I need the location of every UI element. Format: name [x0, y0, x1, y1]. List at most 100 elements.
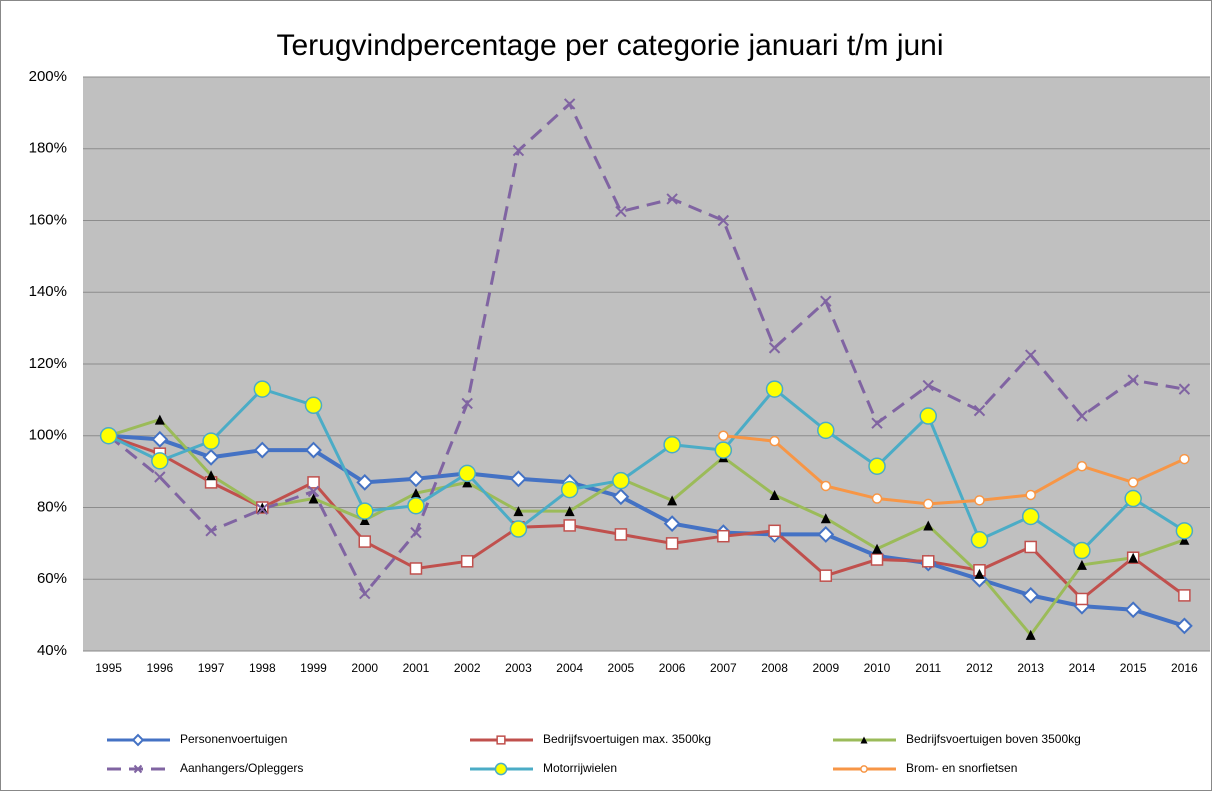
data-point	[663, 515, 681, 533]
data-point	[151, 452, 169, 470]
data-point	[973, 404, 986, 417]
y-tick-label: 40%	[37, 642, 67, 659]
data-point	[154, 471, 166, 483]
data-point	[1024, 540, 1037, 554]
data-point	[612, 471, 630, 490]
data-point	[1075, 592, 1089, 606]
data-point	[407, 470, 425, 488]
legend-marker	[131, 733, 145, 747]
data-point	[612, 488, 630, 506]
data-point	[1022, 586, 1040, 604]
data-point	[870, 553, 884, 566]
data-point	[1127, 477, 1139, 488]
data-point	[1127, 374, 1139, 386]
y-tick-label: 120%	[29, 355, 67, 372]
data-point	[871, 417, 883, 429]
y-tick-label: 100%	[29, 427, 67, 444]
x-tick-label: 2004	[556, 661, 583, 675]
series-line	[107, 101, 1185, 597]
data-point	[614, 528, 628, 541]
legend-label: Aanhangers/Opleggers	[180, 761, 303, 775]
data-point	[768, 342, 781, 354]
data-point	[1076, 559, 1087, 570]
data-point	[872, 543, 883, 554]
data-point	[509, 520, 528, 538]
data-point	[304, 396, 323, 415]
data-point	[356, 502, 374, 520]
data-point	[510, 470, 527, 488]
data-point	[99, 427, 118, 445]
data-point	[512, 144, 525, 157]
x-tick-label: 1995	[95, 661, 122, 675]
legend-marker	[494, 762, 508, 776]
x-tick-label: 2011	[915, 661, 941, 675]
legend-label: Bedrijfsvoertuigen max. 3500kg	[543, 732, 711, 746]
data-point	[820, 480, 832, 492]
data-point	[356, 473, 374, 491]
data-point	[151, 430, 169, 448]
data-point	[765, 380, 784, 398]
x-tick-label: 2000	[351, 661, 378, 675]
data-point	[1175, 617, 1193, 635]
legend-marker	[860, 736, 868, 744]
data-point	[1025, 629, 1036, 640]
data-point	[1024, 349, 1037, 361]
data-point	[769, 435, 780, 447]
data-point	[868, 457, 886, 475]
data-point	[919, 407, 937, 425]
data-point	[458, 464, 476, 483]
y-tick-label: 80%	[37, 498, 67, 515]
data-point	[820, 513, 831, 524]
data-point	[768, 524, 781, 538]
data-point	[462, 477, 473, 488]
data-point	[205, 525, 217, 537]
legend-marker	[496, 735, 506, 745]
data-point	[663, 435, 681, 454]
data-point	[407, 496, 425, 515]
data-point	[1178, 589, 1191, 602]
data-point	[359, 587, 371, 600]
x-tick-label: 2014	[1069, 661, 1096, 675]
data-point	[819, 569, 833, 582]
data-point	[1124, 489, 1142, 508]
data-point	[358, 535, 371, 548]
data-point	[460, 555, 474, 568]
data-point	[1076, 460, 1088, 472]
data-point	[513, 506, 524, 517]
data-point	[410, 526, 422, 539]
legend-marker	[133, 764, 143, 774]
data-point	[817, 525, 835, 543]
data-point	[974, 495, 985, 506]
data-point	[305, 441, 322, 459]
data-point	[1175, 522, 1194, 540]
data-point	[665, 537, 679, 550]
x-tick-label: 2002	[454, 661, 481, 675]
data-point	[1179, 453, 1190, 465]
y-tick-label: 160%	[29, 211, 67, 228]
data-point	[667, 495, 678, 506]
data-point	[817, 421, 835, 440]
data-point	[820, 295, 832, 307]
data-point	[615, 205, 627, 218]
legend-label: Personenvoertuigen	[180, 732, 287, 746]
data-point	[970, 531, 989, 549]
x-tick-label: 2003	[505, 661, 532, 675]
x-tick-label: 2015	[1120, 661, 1147, 675]
x-tick-label: 1999	[300, 661, 327, 675]
data-point	[461, 397, 473, 410]
x-tick-label: 2001	[403, 661, 430, 675]
series-line	[108, 434, 1186, 602]
x-tick-label: 2007	[710, 661, 737, 675]
y-tick-label: 140%	[29, 283, 67, 300]
data-point	[307, 485, 320, 498]
data-point	[359, 515, 370, 526]
x-tick-label: 2005	[608, 661, 635, 675]
data-point	[922, 379, 934, 392]
data-point	[308, 493, 319, 504]
legend-marker	[860, 765, 868, 773]
x-tick-label: 2012	[966, 661, 993, 675]
data-point	[560, 480, 579, 499]
data-point	[256, 503, 269, 516]
data-point	[1128, 552, 1139, 563]
